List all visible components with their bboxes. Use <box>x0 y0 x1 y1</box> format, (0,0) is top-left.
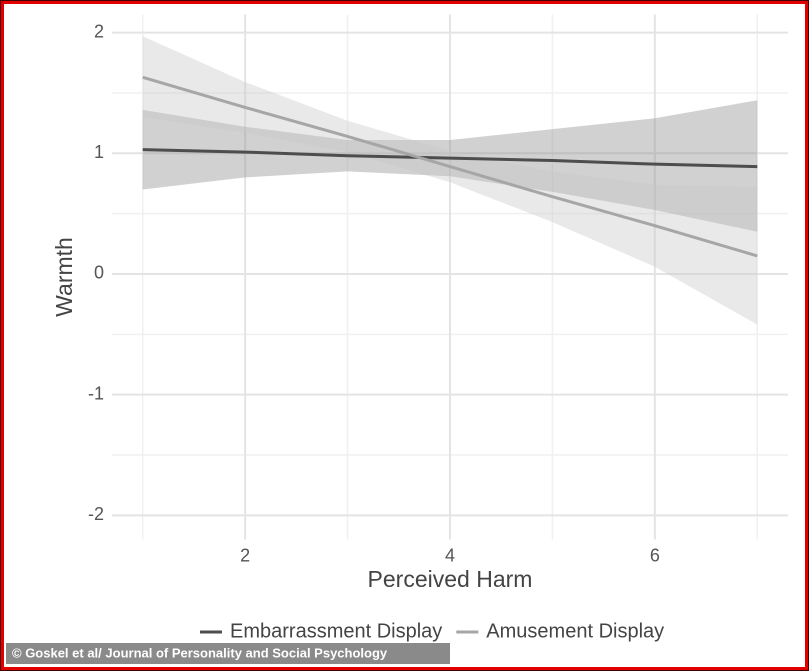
x-tick-label: 4 <box>445 545 455 565</box>
x-tick-label: 6 <box>650 545 660 565</box>
y-tick-label: 0 <box>94 263 104 283</box>
y-tick-label: -2 <box>88 504 104 524</box>
y-axis-title: Warmth <box>51 237 77 317</box>
x-tick-label: 2 <box>240 545 250 565</box>
y-tick-label: -1 <box>88 383 104 403</box>
confidence-band <box>142 36 758 325</box>
credit: © Goskel et al/ Journal of Personality a… <box>12 645 388 660</box>
y-tick-label: 1 <box>94 142 104 162</box>
line <box>142 75 758 258</box>
x-axis-title: Perceived Harm <box>368 566 533 592</box>
y-tick-label: 2 <box>94 21 104 41</box>
line <box>142 148 758 169</box>
legend-label: Amusement Display <box>486 620 664 642</box>
legend-label: Embarrassment Display <box>230 620 442 642</box>
credit-box <box>6 643 450 664</box>
